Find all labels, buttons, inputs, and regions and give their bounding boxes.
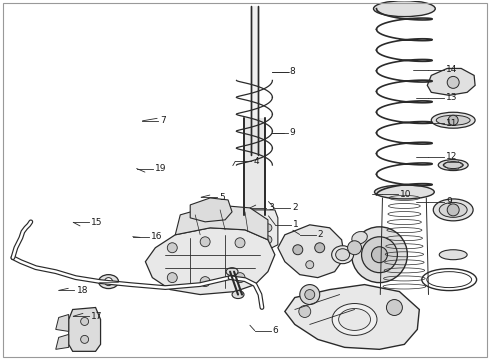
Polygon shape (244, 118, 265, 215)
Text: 14: 14 (446, 65, 457, 74)
Text: 13: 13 (446, 93, 458, 102)
Ellipse shape (336, 249, 349, 261)
Ellipse shape (104, 278, 113, 285)
Circle shape (235, 273, 245, 283)
Circle shape (371, 247, 388, 263)
Ellipse shape (431, 112, 475, 128)
Ellipse shape (436, 115, 470, 125)
Circle shape (235, 238, 245, 248)
Ellipse shape (439, 202, 467, 217)
Text: 9: 9 (446, 197, 452, 206)
Circle shape (238, 224, 246, 232)
Ellipse shape (98, 275, 119, 289)
Circle shape (264, 236, 272, 244)
Ellipse shape (443, 162, 463, 168)
Polygon shape (146, 228, 275, 294)
Circle shape (315, 243, 325, 253)
Text: 2: 2 (292, 203, 298, 212)
Circle shape (200, 276, 210, 287)
Polygon shape (278, 225, 344, 278)
Circle shape (352, 227, 407, 283)
Ellipse shape (226, 268, 238, 276)
Text: 11: 11 (446, 119, 458, 128)
Circle shape (167, 273, 177, 283)
Circle shape (81, 318, 89, 325)
Circle shape (81, 336, 89, 343)
Ellipse shape (332, 246, 354, 264)
Polygon shape (251, 6, 258, 155)
Polygon shape (56, 315, 69, 332)
Ellipse shape (352, 231, 368, 244)
Text: 6: 6 (273, 326, 278, 335)
Text: 4: 4 (253, 157, 259, 166)
Text: 5: 5 (219, 193, 225, 202)
Text: 8: 8 (290, 67, 295, 76)
Circle shape (299, 306, 311, 318)
Polygon shape (56, 334, 69, 349)
Circle shape (448, 115, 458, 125)
Circle shape (347, 241, 362, 255)
Text: 7: 7 (160, 116, 166, 125)
Text: 16: 16 (150, 232, 162, 241)
Polygon shape (175, 205, 268, 240)
Polygon shape (285, 285, 419, 349)
Text: 3: 3 (268, 203, 273, 212)
Circle shape (293, 245, 303, 255)
Circle shape (306, 261, 314, 269)
Text: 17: 17 (91, 312, 102, 321)
Circle shape (447, 76, 459, 88)
Text: 9: 9 (290, 128, 295, 137)
Ellipse shape (439, 250, 467, 260)
Circle shape (305, 289, 315, 300)
Circle shape (300, 285, 319, 305)
Ellipse shape (373, 1, 435, 17)
Text: 1: 1 (293, 220, 299, 229)
Circle shape (362, 237, 397, 273)
Polygon shape (232, 210, 278, 248)
Circle shape (200, 237, 210, 247)
Polygon shape (427, 68, 475, 95)
Circle shape (387, 300, 402, 315)
Circle shape (238, 236, 246, 244)
Text: 12: 12 (446, 152, 457, 161)
Ellipse shape (374, 185, 434, 199)
Text: 15: 15 (91, 218, 102, 227)
Ellipse shape (433, 199, 473, 221)
Polygon shape (69, 307, 100, 351)
Ellipse shape (339, 309, 370, 330)
Text: 2: 2 (318, 230, 323, 239)
Text: 19: 19 (154, 164, 166, 173)
Ellipse shape (438, 159, 468, 171)
Ellipse shape (232, 291, 244, 298)
Text: 10: 10 (400, 190, 411, 199)
Circle shape (167, 243, 177, 253)
Circle shape (264, 224, 272, 232)
Polygon shape (190, 198, 232, 222)
Circle shape (447, 204, 459, 216)
Ellipse shape (332, 303, 377, 336)
Text: 18: 18 (76, 286, 88, 295)
